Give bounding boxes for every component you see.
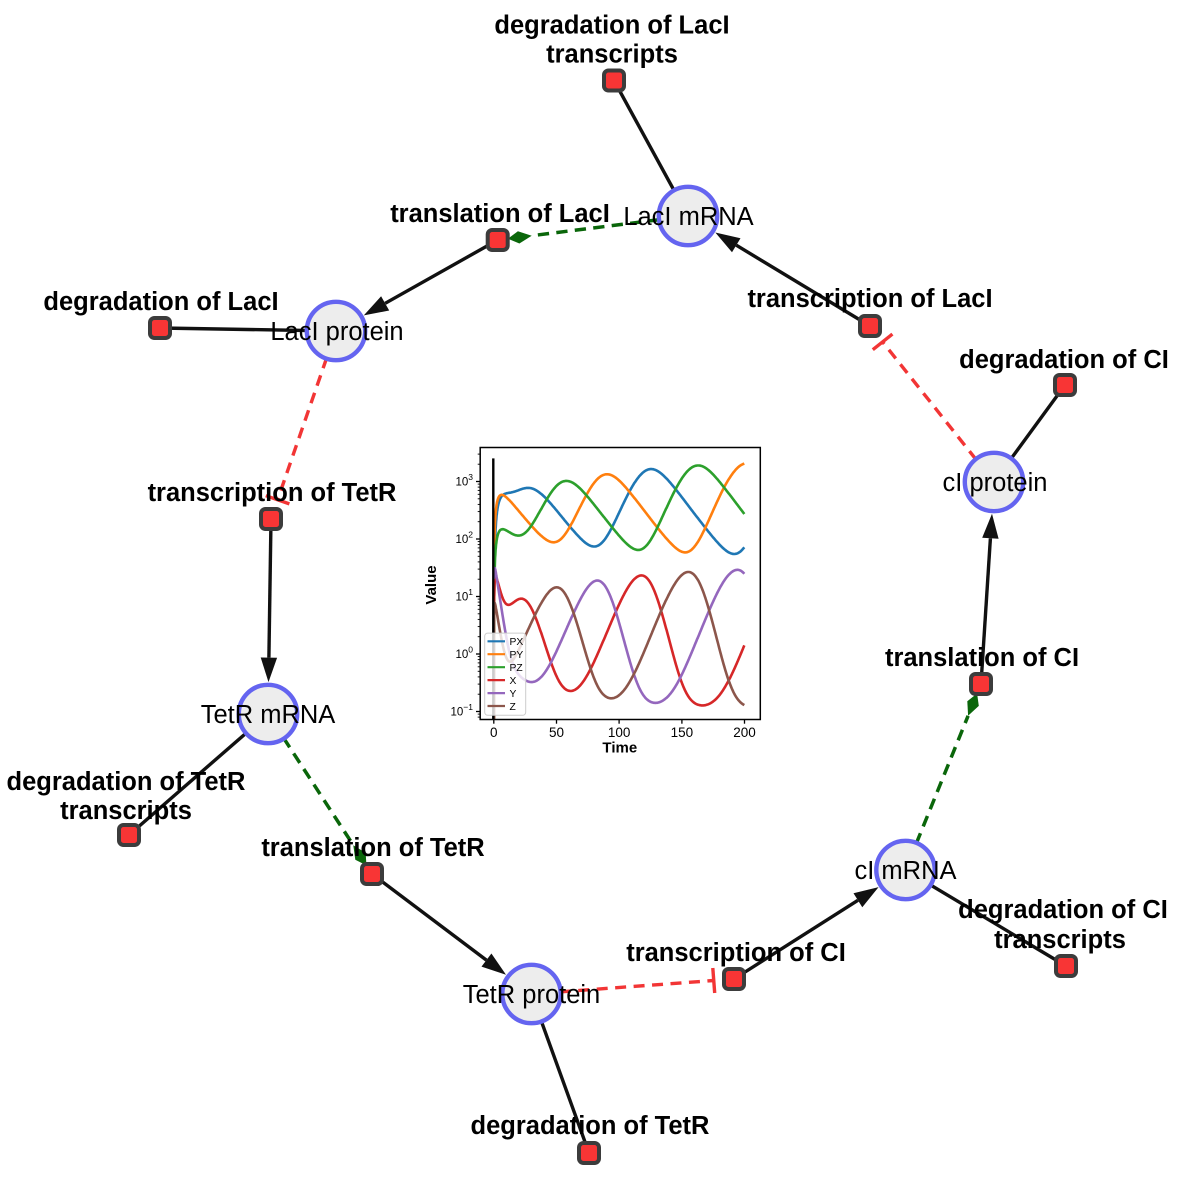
svg-text:degradation of TetR: degradation of TetR (7, 768, 246, 796)
svg-text:transcripts: transcripts (994, 926, 1126, 954)
svg-text:transcription of TetR: transcription of TetR (148, 479, 397, 507)
svg-text:transcription of LacI: transcription of LacI (747, 285, 992, 313)
svg-text:transcripts: transcripts (546, 41, 678, 69)
svg-text:102: 102 (455, 530, 473, 547)
svg-text:degradation of LacI: degradation of LacI (43, 288, 278, 316)
svg-text:TetR protein: TetR protein (463, 981, 601, 1009)
svg-text:translation of LacI: translation of LacI (390, 200, 610, 228)
svg-text:degradation of CI: degradation of CI (959, 346, 1169, 374)
svg-text:PZ: PZ (510, 663, 523, 674)
svg-text:translation of TetR: translation of TetR (261, 834, 484, 862)
svg-text:PY: PY (510, 650, 524, 661)
svg-text:0: 0 (490, 725, 498, 740)
svg-text:50: 50 (549, 725, 564, 740)
svg-text:transcripts: transcripts (60, 797, 192, 825)
svg-text:Y: Y (510, 689, 517, 700)
svg-text:X: X (510, 676, 517, 687)
svg-text:degradation of CI: degradation of CI (958, 896, 1168, 924)
svg-text:LacI mRNA: LacI mRNA (623, 203, 753, 231)
svg-text:translation of CI: translation of CI (885, 644, 1079, 672)
svg-text:10−1: 10−1 (451, 702, 474, 719)
svg-text:100: 100 (455, 645, 473, 662)
svg-text:cI mRNA: cI mRNA (855, 857, 957, 885)
svg-text:degradation of LacI: degradation of LacI (494, 12, 729, 40)
svg-text:100: 100 (608, 725, 631, 740)
svg-text:TetR mRNA: TetR mRNA (201, 701, 336, 729)
svg-text:Value: Value (423, 565, 440, 604)
svg-text:cI protein: cI protein (943, 469, 1048, 497)
svg-text:degradation of TetR: degradation of TetR (471, 1112, 710, 1140)
svg-text:PX: PX (510, 637, 524, 648)
svg-text:Z: Z (510, 702, 516, 713)
svg-text:103: 103 (455, 472, 473, 489)
svg-text:101: 101 (455, 587, 473, 604)
svg-text:LacI protein: LacI protein (270, 318, 403, 346)
svg-text:200: 200 (733, 725, 756, 740)
svg-text:Time: Time (602, 740, 637, 757)
svg-text:transcription of CI: transcription of CI (626, 939, 846, 967)
svg-text:150: 150 (671, 725, 694, 740)
